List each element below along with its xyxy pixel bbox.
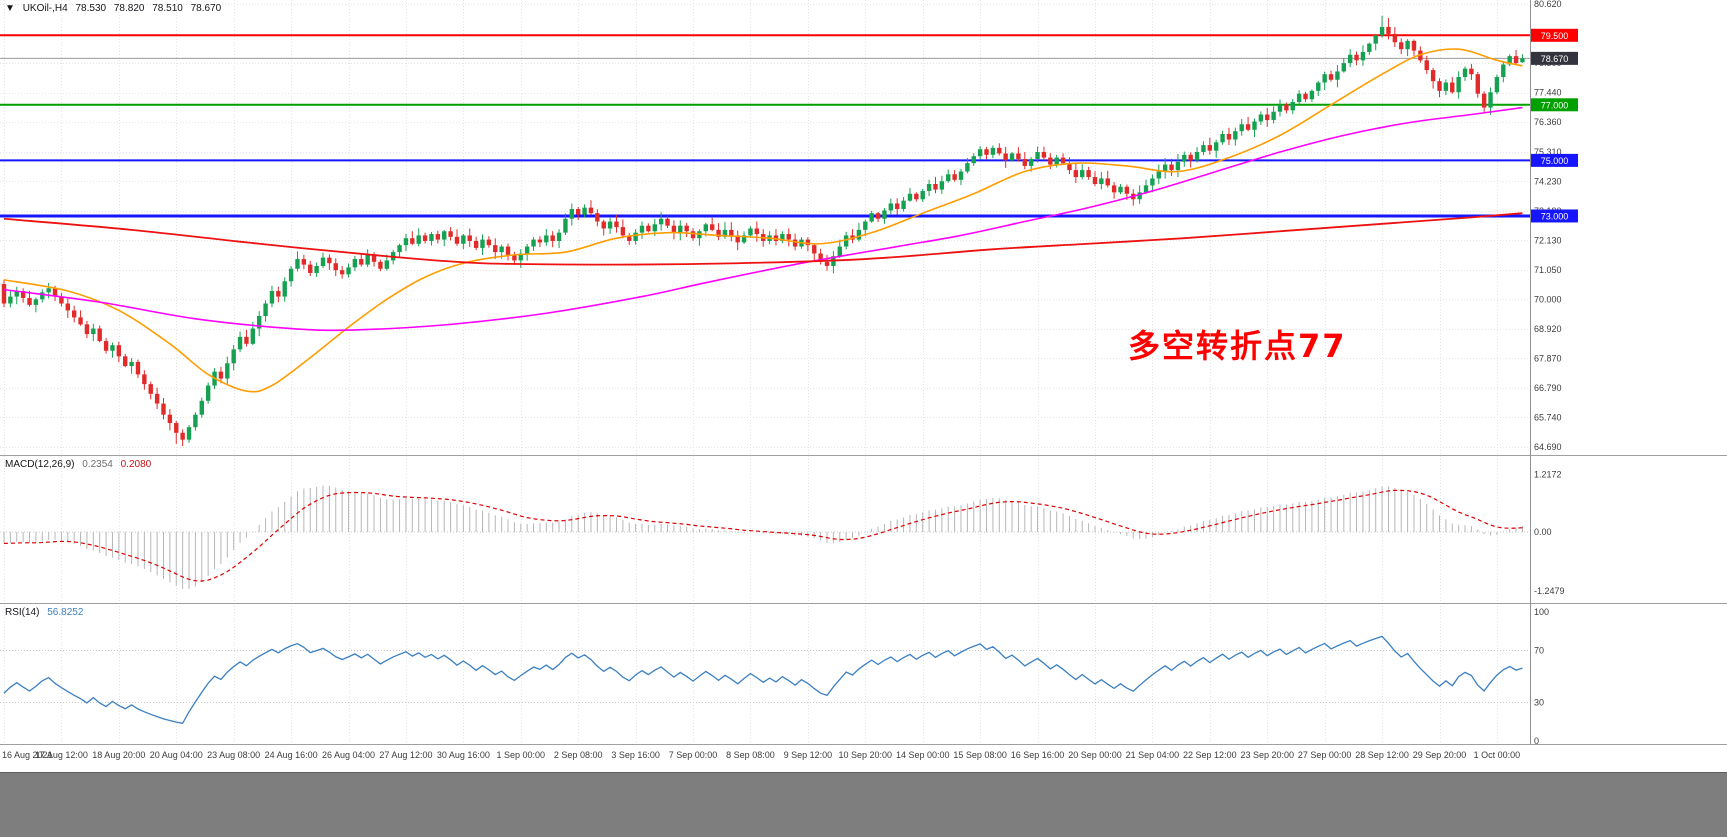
time-label: 30 Aug 16:00 <box>437 750 490 760</box>
rsi-tick-label: 0 <box>1534 736 1539 746</box>
price-tick-label: 76.360 <box>1534 117 1562 127</box>
time-label: 23 Sep 20:00 <box>1240 750 1294 760</box>
price-axis[interactable]: 80.62079.56078.50077.44076.36075.31074.2… <box>1531 0 1578 746</box>
macd-main-value: 0.2354 <box>82 459 113 470</box>
price-badge-75.000 <box>1531 153 1578 167</box>
chart-canvas[interactable]: 80.62079.56078.50077.44076.36075.31074.2… <box>0 0 1727 772</box>
time-label: 24 Aug 16:00 <box>265 750 318 760</box>
ma-fast-line <box>3 48 1523 393</box>
time-label: 18 Aug 20:00 <box>92 750 145 760</box>
macd-name: MACD(12,26,9) <box>5 459 75 470</box>
time-label: 16 Aug 2021 <box>2 750 53 760</box>
macd-signal-line <box>3 489 1523 582</box>
macd-tick-label: 0.00 <box>1534 527 1552 537</box>
price-badge-73.000 <box>1531 209 1578 223</box>
time-label: 1 Sep 00:00 <box>497 750 546 760</box>
annotation-text[interactable]: 多空转折点77 <box>1128 327 1347 365</box>
price-badge-text: 75.000 <box>1541 156 1569 166</box>
horizontal-price-lines[interactable] <box>0 34 1530 218</box>
price-badge-text: 78.670 <box>1541 54 1569 64</box>
time-label: 23 Aug 08:00 <box>207 750 260 760</box>
price-tick-label: 77.440 <box>1534 88 1562 98</box>
macd-signal-value: 0.2080 <box>120 459 152 470</box>
price-badge-77.000 <box>1531 98 1578 112</box>
ohlc-open: 78.530 <box>75 3 107 14</box>
rsi-value: 56.8252 <box>47 607 84 618</box>
price-tick-label: 70.000 <box>1534 294 1562 304</box>
symbol-name: UKOil-,H4 <box>22 3 68 14</box>
time-label: 15 Sep 08:00 <box>953 750 1007 760</box>
price-badge-text: 73.000 <box>1541 211 1569 221</box>
price-tick-label: 75.310 <box>1534 147 1562 157</box>
price-badge-text: 77.000 <box>1541 100 1569 110</box>
ohlc-low: 78.510 <box>152 3 183 14</box>
time-label: 28 Sep 12:00 <box>1355 750 1409 760</box>
macd-indicator-label: MACD(12,26,9) 0.2354 0.2080 <box>5 459 156 470</box>
price-tick-label: 66.790 <box>1534 383 1562 393</box>
time-label: 14 Sep 00:00 <box>896 750 950 760</box>
price-tick-label: 68.920 <box>1534 324 1562 334</box>
rsi-tick-label: 100 <box>1534 607 1549 617</box>
ohlc-close: 78.670 <box>190 3 222 14</box>
rsi-tick-label: 70 <box>1534 646 1544 656</box>
symbol-header: ▼ UKOil-,H4 78.530 78.820 78.510 78.670 <box>5 3 226 14</box>
price-tick-label: 65.740 <box>1534 412 1562 422</box>
ohlc-high: 78.820 <box>113 3 145 14</box>
time-label: 10 Sep 20:00 <box>839 750 893 760</box>
ma-mid-line <box>3 106 1523 332</box>
moving-averages <box>3 48 1523 393</box>
candles[interactable] <box>1 15 1525 447</box>
price-badge-79.500 <box>1531 28 1578 42</box>
grid <box>0 0 1530 744</box>
time-label: 27 Sep 00:00 <box>1298 750 1352 760</box>
time-label: 17 Aug 12:00 <box>35 750 88 760</box>
price-tick-label: 71.050 <box>1534 265 1562 275</box>
macd-histogram <box>3 485 1523 589</box>
time-label: 20 Aug 04:00 <box>150 750 203 760</box>
symbol-marker-icon: ▼ <box>5 3 15 14</box>
macd-tick-label: 1.2172 <box>1534 469 1562 479</box>
price-badge-78.670 <box>1531 51 1578 65</box>
time-label: 22 Sep 12:00 <box>1183 750 1237 760</box>
time-label: 27 Aug 12:00 <box>379 750 432 760</box>
time-label: 26 Aug 04:00 <box>322 750 375 760</box>
ma-slow-line <box>3 212 1523 266</box>
price-tick-label: 72.130 <box>1534 235 1562 245</box>
time-label: 8 Sep 08:00 <box>726 750 775 760</box>
price-tick-label: 74.230 <box>1534 176 1562 186</box>
bottom-bar <box>0 772 1727 837</box>
time-label: 16 Sep 16:00 <box>1011 750 1065 760</box>
time-label: 1 Oct 00:00 <box>1474 750 1521 760</box>
rsi-tick-label: 30 <box>1534 697 1544 707</box>
price-badge-text: 79.500 <box>1541 31 1569 41</box>
rsi-line <box>3 635 1523 724</box>
macd-tick-label: -1.2479 <box>1534 586 1565 596</box>
rsi-indicator-label: RSI(14) 56.8252 <box>5 607 88 618</box>
price-tick-label: 67.870 <box>1534 353 1562 363</box>
time-label: 20 Sep 00:00 <box>1068 750 1122 760</box>
rsi-level-lines <box>0 650 1530 703</box>
time-label: 9 Sep 12:00 <box>784 750 833 760</box>
time-label: 2 Sep 08:00 <box>554 750 603 760</box>
time-label: 21 Sep 04:00 <box>1126 750 1180 760</box>
panel-separators <box>0 0 1727 745</box>
time-label: 29 Sep 20:00 <box>1413 750 1467 760</box>
time-label: 7 Sep 00:00 <box>669 750 718 760</box>
price-tick-label: 80.620 <box>1534 0 1562 9</box>
time-label: 3 Sep 16:00 <box>611 750 660 760</box>
rsi-name: RSI(14) <box>5 607 40 618</box>
price-tick-label: 64.690 <box>1534 442 1562 452</box>
